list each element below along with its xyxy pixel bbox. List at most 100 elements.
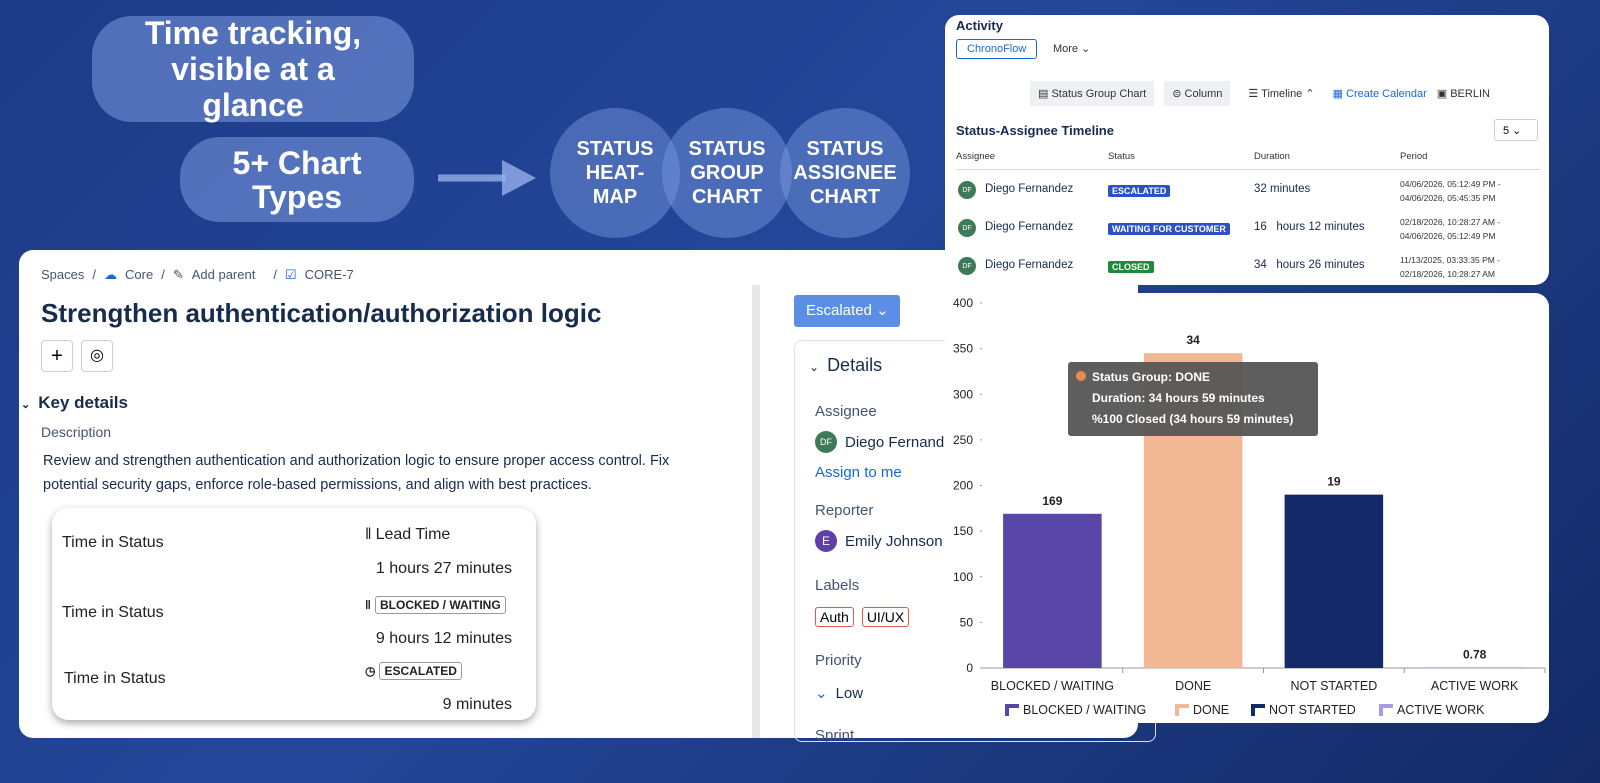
details-heading[interactable]: ⌄ Details [809,355,883,375]
toolbar-button[interactable]: ▣ BERLIN [1436,88,1490,100]
label-tag[interactable]: Auth [815,607,854,627]
activity-heading: Activity [956,18,1003,33]
tis-label: Time in Status [62,604,164,621]
toolbar-button[interactable]: ⊜ Column [1164,81,1231,106]
priority: ⌄ Low [815,685,864,702]
y-tick-label: 100 [953,570,973,584]
activity-panel: Activity ChronoFlow More ⌄ ▤ Status Grou… [945,15,1549,285]
y-tick-label: 250 [953,433,973,447]
divider [956,169,1541,170]
avatar: DF [958,257,976,275]
legend-swatch [1379,704,1383,716]
assignee: Diego Fernandez [985,221,1074,233]
tis-duration: 9 hours 12 minutes [375,630,512,647]
breadcrumb[interactable]: Add parent [191,267,256,282]
tis-status: ◷ ESCALATED [365,662,462,680]
legend-swatch [1005,704,1009,716]
legend-label: NOT STARTED [1269,703,1356,717]
chart-panel: 0 50 100 150 200 250 300 350 400 169 BLOCKED / WAI… [945,293,1549,723]
icon: ‖ [365,526,372,543]
y-tick-label: 300 [953,387,973,401]
assignee: Diego Fernandez [985,183,1074,195]
legend-swatch [1175,704,1179,716]
value-label: 34 [1186,333,1200,347]
reporter-name: Emily Johnson [845,532,943,550]
field-label: Reporter [815,502,874,519]
x-tick-label: ACTIVE WORK [1431,679,1519,693]
status-chip: WAITING FOR CUSTOMER [1108,223,1230,235]
description: Review and strengthen authentication and… [43,453,670,493]
x-tick-label: BLOCKED / WAITING [991,679,1114,693]
status-button[interactable]: Escalated ⌄ [794,295,900,327]
toolbar-text: Timeline [1261,88,1303,100]
status-chip: ESCALATED [1108,185,1171,197]
tab[interactable]: ChronoFlow [956,39,1038,59]
value-label: 0.78 [1463,647,1487,661]
y-tick-label: 150 [953,524,973,538]
icon: ◷ [365,664,376,678]
legend-swatch [1379,704,1393,708]
key-details[interactable]: ⌄ Key details [21,393,128,412]
breadcrumb[interactable]: CORE-7 [304,267,354,282]
reporter: E Emily Johnson [815,530,943,552]
time-in-status-card: Time in Status ‖ Lead Time 1 hours 27 minut… [52,508,536,720]
breadcrumb[interactable]: Spaces [41,267,85,282]
y-tick-label: 400 [953,296,973,310]
field-label: Labels [815,577,860,594]
status-chip: CLOSED [1108,261,1154,273]
assign-link[interactable]: Assign to me [815,464,902,481]
duration: 16 hours 12 minutes [1254,221,1365,233]
tooltip-line: %100 Closed (34 hours 59 minutes) [1092,412,1294,426]
avatar: DF [815,431,837,453]
toolbar-button[interactable]: ▤ Status Group Chart [1030,81,1155,106]
add-button[interactable]: + [41,340,73,372]
badge: 5+ Chart Types [180,137,414,222]
avatar: E [815,530,837,552]
tooltip: Status Group: DONE Duration: 34 hours 59… [1068,362,1318,436]
details-panel: ⌄ Details Assignee DF Diego Fernandez Assi… [794,340,1156,744]
breadcrumb[interactable]: Core [125,267,154,282]
x-tick-label: DONE [1175,679,1211,693]
period: 04/06/2026, 05:12:49 PM - 04/06/2026, 05… [1400,179,1501,203]
legend-swatch [1251,704,1265,708]
assignee-name: Diego Fernandez [845,433,961,451]
label-tag[interactable]: UI/UX [861,607,910,627]
chart-kind: STATUS HEAT-MAP [550,108,680,238]
assignee: Diego Fernandez [985,259,1074,271]
field-label: Assignee [815,403,877,420]
legend-label: BLOCKED / WAITING [1023,703,1146,717]
divider [752,285,760,738]
column-header: Assignee [956,151,996,162]
field-label: Priority [815,652,862,669]
page-size[interactable]: 5 ⌄ [1494,119,1538,141]
toolbar-text: Create Calendar [1346,88,1427,100]
status-text: BLOCKED / WAITING [374,596,506,614]
tis-status: ‖ Lead Time [365,526,450,544]
duration: 32 minutes [1254,183,1311,195]
period: 02/18/2026, 10:28:27 AM - 04/06/2026, 05… [1400,217,1501,241]
priority-value: Low [835,685,864,702]
arrow [438,160,536,196]
more-menu[interactable]: More ⌄ [1053,43,1091,55]
avatar: DF [958,181,976,199]
toolbar-button[interactable]: ▦ Create Calendar [1332,88,1427,100]
x-tick-label: NOT STARTED [1290,679,1377,693]
toolbar-button[interactable]: ☰ Timeline ⌃ [1248,88,1315,100]
status-text: Lead Time [375,526,451,543]
settings-button[interactable]: ◎ [81,340,113,372]
assignee: DF Diego Fernandez [815,431,960,453]
y-tick-label: 200 [953,479,973,493]
key-details-heading: Key details [38,393,128,412]
tis-label: Time in Status [62,534,164,551]
labels: Auth UI/UX [815,607,910,627]
tis-duration: 1 hours 27 minutes [375,560,512,577]
tooltip-dot [1076,371,1086,381]
period: 11/13/2025, 03:33:35 PM - 02/18/2026, 10… [1400,255,1501,279]
bar-chart: 0 50 100 150 200 250 300 350 400 169 BLOCKED / WAI… [953,296,1546,717]
toolbar-text: Column [1184,88,1223,100]
avatar: DF [958,219,976,237]
value-label: 19 [1327,475,1341,489]
tooltip-line: Status Group: DONE [1092,370,1211,384]
chart-kind: STATUS ASSIGNEE CHART [780,108,910,238]
table-title: Status-Assignee Timeline [956,123,1114,138]
